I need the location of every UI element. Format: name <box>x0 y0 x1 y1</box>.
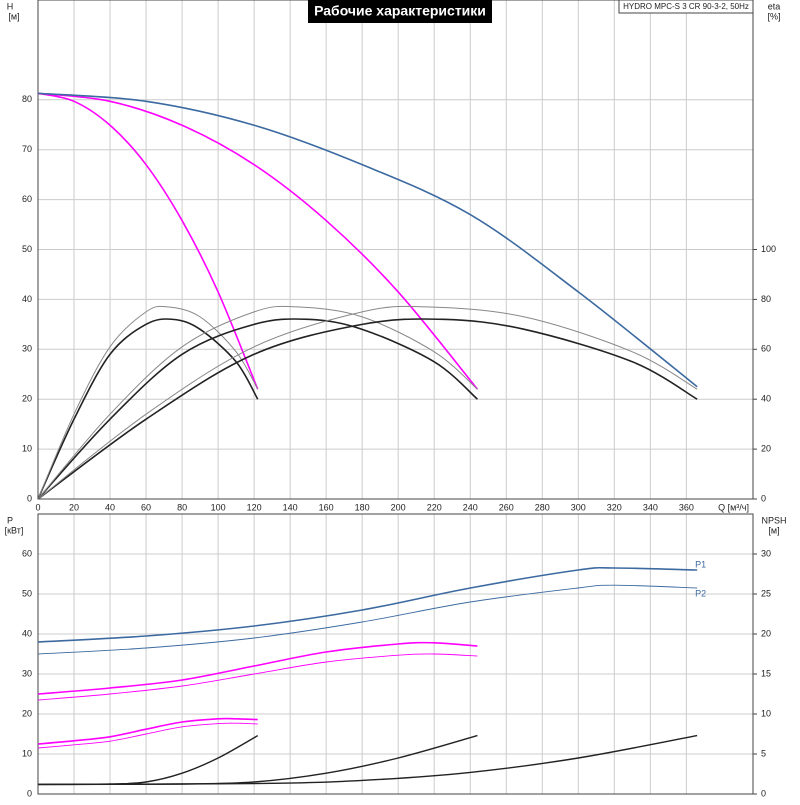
curve <box>37 722 258 749</box>
y2-tick-label: 80 <box>761 294 771 304</box>
y-tick-label: 0 <box>27 493 32 503</box>
x-tick-label: 60 <box>141 502 151 512</box>
y-tick-label: 10 <box>22 443 32 453</box>
x-tick-label: 200 <box>391 502 406 512</box>
x-tick-label: 80 <box>177 502 187 512</box>
x-tick-label: 100 <box>211 502 226 512</box>
y2-tick-label: 0 <box>761 788 766 798</box>
x-tick-label: 280 <box>535 502 550 512</box>
y-tick-label: 50 <box>22 588 32 598</box>
y-tick-label: 10 <box>22 748 32 758</box>
y2-tick-label: 20 <box>761 443 771 453</box>
curve <box>37 305 478 500</box>
y-tick-label: 40 <box>22 628 32 638</box>
y-tick-label: 30 <box>22 344 32 354</box>
series-label: P2 <box>695 588 706 598</box>
x-tick-label: 300 <box>571 502 586 512</box>
curve <box>37 305 259 500</box>
series-label: P1 <box>695 559 706 569</box>
y-tick-label: 20 <box>22 394 32 404</box>
y-axis-unit: [кВт] <box>5 525 24 535</box>
x-tick-label: 320 <box>607 502 622 512</box>
y-tick-label: 60 <box>22 194 32 204</box>
chart-subtitle: HYDRO MPC-S 3 CR 90-3-2, 50Hz <box>623 2 749 11</box>
y-tick-label: 80 <box>22 94 32 104</box>
curve <box>37 318 698 500</box>
curve <box>37 653 478 701</box>
x-tick-label: 120 <box>247 502 262 512</box>
y2-tick-label: 20 <box>761 628 771 638</box>
y-axis-label: P <box>7 515 13 525</box>
x-tick-label: 0 <box>35 502 40 512</box>
y-tick-label: 50 <box>22 244 32 254</box>
y-axis-unit: [м] <box>8 11 19 21</box>
x-tick-label: 160 <box>319 502 334 512</box>
y2-tick-label: 40 <box>761 394 771 404</box>
y-tick-label: 60 <box>22 548 32 558</box>
y-axis-label: H <box>7 1 14 11</box>
x-tick-label: 360 <box>679 502 694 512</box>
y2-axis-label: NPSH <box>761 515 786 525</box>
curve <box>37 641 478 695</box>
y2-tick-label: 30 <box>761 548 771 558</box>
curve <box>37 717 258 745</box>
curve <box>37 92 698 388</box>
curve <box>37 584 698 655</box>
y2-axis-label: eta <box>768 1 781 11</box>
subtitle-box <box>618 0 754 14</box>
y2-tick-label: 25 <box>761 588 771 598</box>
x-tick-label: 240 <box>463 502 478 512</box>
curve <box>37 305 698 500</box>
x-axis-label: Q [м³/ч] <box>718 502 749 512</box>
plot-frame <box>37 0 754 500</box>
curve <box>37 318 259 500</box>
x-tick-label: 260 <box>499 502 514 512</box>
y2-tick-label: 60 <box>761 344 771 354</box>
y2-tick-label: 5 <box>761 748 766 758</box>
title-box <box>308 0 492 23</box>
x-tick-label: 180 <box>355 502 370 512</box>
curve <box>37 734 698 786</box>
y-tick-label: 0 <box>27 788 32 798</box>
chart-title: Рабочие характеристики <box>314 3 486 19</box>
x-tick-label: 40 <box>105 502 115 512</box>
y2-axis-unit: [м] <box>768 525 779 535</box>
curve <box>37 566 698 643</box>
curve <box>37 318 478 500</box>
y-tick-label: 20 <box>22 708 32 718</box>
x-tick-label: 340 <box>643 502 658 512</box>
x-tick-label: 20 <box>69 502 79 512</box>
x-tick-label: 220 <box>427 502 442 512</box>
y2-tick-label: 100 <box>761 244 776 254</box>
y2-tick-label: 0 <box>761 493 766 503</box>
x-tick-label: 140 <box>283 502 298 512</box>
y2-tick-label: 15 <box>761 668 771 678</box>
y-tick-label: 70 <box>22 144 32 154</box>
curve <box>37 92 479 390</box>
y2-tick-label: 10 <box>761 708 771 718</box>
y2-axis-unit: [%] <box>767 11 780 21</box>
y-tick-label: 30 <box>22 668 32 678</box>
curve <box>37 92 259 390</box>
y-tick-label: 40 <box>22 294 32 304</box>
